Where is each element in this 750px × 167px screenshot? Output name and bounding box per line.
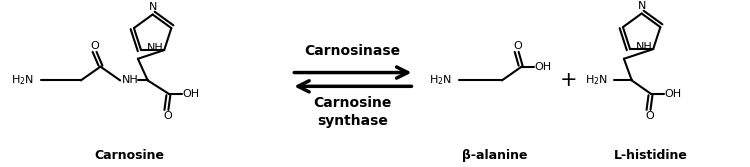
Text: OH: OH bbox=[535, 62, 552, 72]
Text: O: O bbox=[163, 111, 172, 121]
Text: NH: NH bbox=[146, 43, 164, 53]
Text: OH: OH bbox=[182, 89, 200, 99]
Text: OH: OH bbox=[664, 89, 682, 99]
Text: β-alanine: β-alanine bbox=[462, 149, 528, 162]
Text: O: O bbox=[645, 111, 654, 121]
Text: Carnosine
synthase: Carnosine synthase bbox=[314, 96, 392, 128]
Text: H$_2$N: H$_2$N bbox=[429, 73, 452, 87]
Text: O: O bbox=[90, 41, 99, 51]
Text: NH: NH bbox=[122, 75, 139, 85]
Text: H$_2$N: H$_2$N bbox=[584, 73, 608, 87]
Text: H$_2$N: H$_2$N bbox=[11, 73, 34, 87]
Text: L-histidine: L-histidine bbox=[614, 149, 688, 162]
Text: Carnosinase: Carnosinase bbox=[304, 44, 400, 58]
Text: N: N bbox=[148, 2, 157, 12]
Text: N: N bbox=[638, 1, 646, 11]
Text: Carnosine: Carnosine bbox=[94, 149, 164, 162]
Text: +: + bbox=[560, 70, 578, 90]
Text: NH: NH bbox=[635, 42, 652, 52]
Text: O: O bbox=[513, 41, 522, 51]
